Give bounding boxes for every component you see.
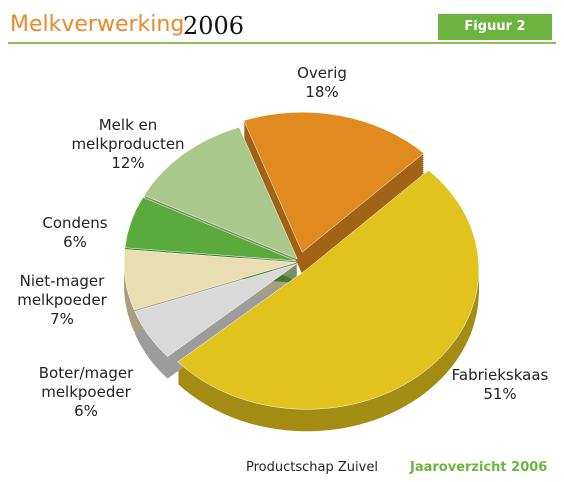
slice-value-label: 6% — [63, 233, 87, 251]
slice — [177, 169, 480, 410]
source: Productschap Zuivel — [246, 460, 378, 475]
slice — [123, 249, 297, 311]
slice-value-label: 51% — [483, 385, 517, 403]
slice — [124, 197, 297, 262]
slice-label: Condens — [42, 214, 108, 232]
slice-value-label: 6% — [74, 402, 98, 420]
source-publication: Jaaroverzicht 2006 — [410, 460, 548, 475]
slice — [243, 112, 425, 253]
chart-title: Melkverwerking — [10, 12, 185, 37]
slice — [134, 263, 297, 357]
header-rule — [8, 42, 556, 44]
slice-label: Overig — [297, 64, 347, 82]
slice-label: Fabriekskaas — [451, 366, 549, 384]
slice — [143, 126, 298, 260]
slice-value-label: 12% — [111, 154, 145, 172]
slice-value-label: 7% — [50, 310, 74, 328]
slice-label: Boter/mager melkpoeder — [38, 364, 134, 401]
slice-label: Niet-mager melkpoeder — [17, 272, 107, 309]
slice-label: Melk en melkproducten — [71, 116, 185, 153]
figure-label: Figuur 2 — [438, 14, 552, 40]
slice-value-label: 18% — [305, 83, 339, 101]
chart-year: 2006 — [183, 12, 245, 40]
